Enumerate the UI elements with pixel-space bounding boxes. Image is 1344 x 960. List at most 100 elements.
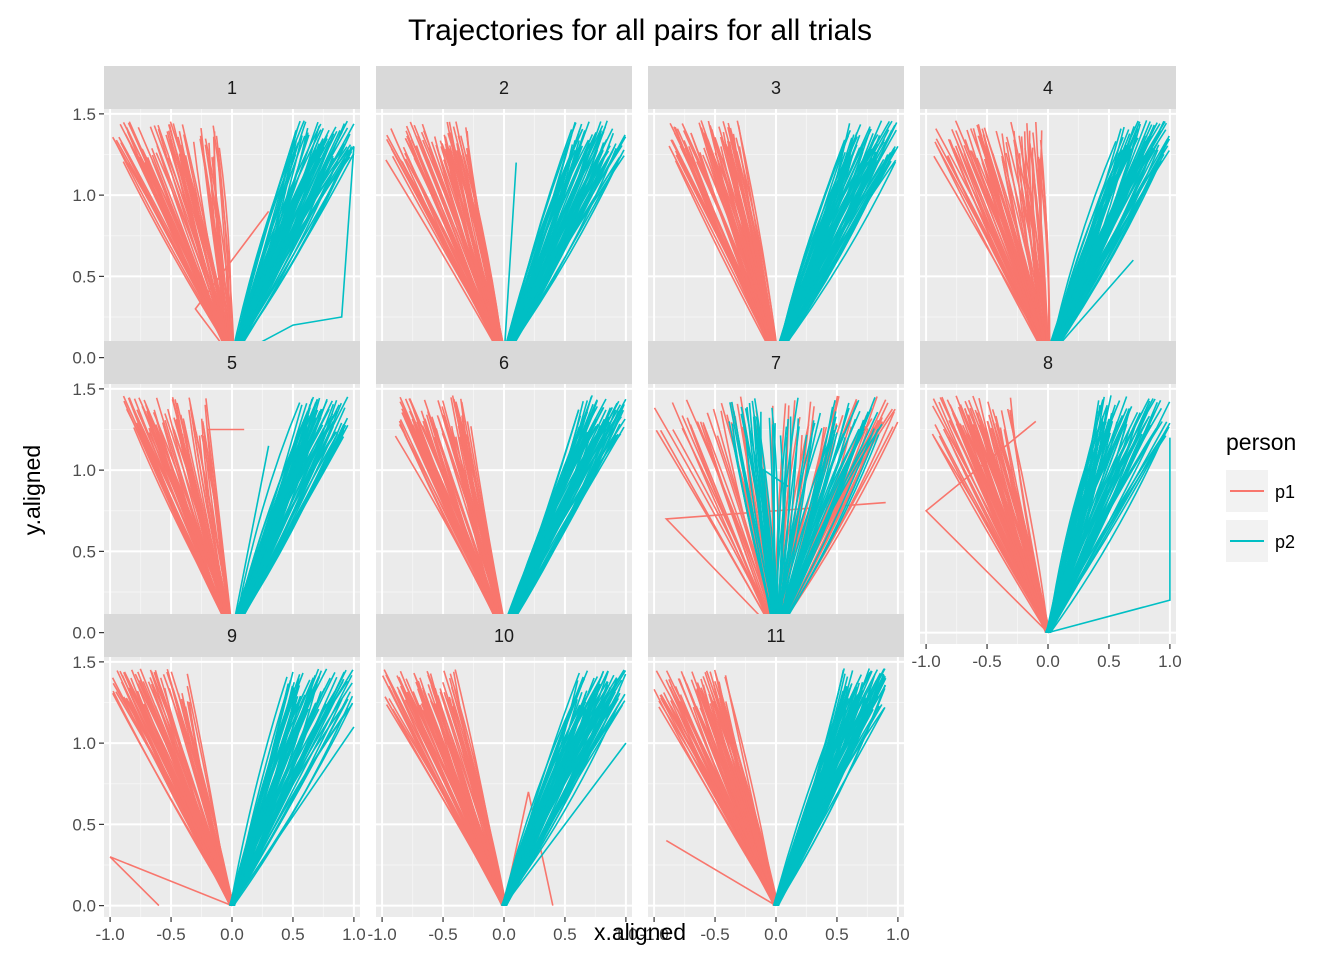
legend-label: p1 — [1275, 482, 1295, 502]
trajectory-p1 — [712, 709, 777, 906]
trajectory-p1 — [931, 433, 1048, 634]
trajectory-p2 — [772, 670, 873, 906]
trajectory-p2 — [231, 429, 328, 633]
x-tick-label: -0.5 — [700, 925, 729, 944]
y-axis-title: y.aligned — [19, 445, 45, 535]
y-tick-label: 0.5 — [72, 267, 96, 286]
trajectory-p2 — [1048, 135, 1170, 359]
trajectory-p1 — [698, 122, 775, 358]
trajectory-p1 — [1037, 156, 1050, 358]
trajectory-p2 — [1049, 430, 1167, 634]
facet-panel-2: 2 — [376, 66, 632, 369]
trajectory-p1 — [690, 679, 779, 906]
trajectory-p2 — [1046, 399, 1162, 633]
trajectory-p1 — [653, 407, 778, 633]
trajectory-p1 — [949, 404, 1051, 633]
trajectory-p2 — [773, 147, 895, 358]
trajectory-p2 — [772, 397, 799, 633]
facet-strip-label: 11 — [767, 626, 786, 646]
trajectory-p2 — [776, 418, 857, 633]
trajectory-p1 — [127, 397, 232, 633]
facet-strip — [648, 66, 904, 109]
trajectory-p2 — [229, 414, 309, 633]
y-tick-label: 1.0 — [72, 186, 96, 205]
y-tick-label: 0.5 — [72, 815, 96, 834]
trajectory-p1 — [457, 147, 507, 358]
x-tick-label: 0.0 — [1036, 652, 1060, 671]
trajectory-p2 — [776, 670, 854, 906]
facet-strip — [376, 341, 632, 384]
trajectory-p1 — [180, 698, 233, 906]
trajectory-p2-outlier — [231, 726, 355, 907]
trajectory-p1 — [410, 139, 504, 358]
trajectory-p2 — [230, 120, 305, 358]
y-tick-label: 0.0 — [72, 624, 96, 643]
facet-strip-label: 9 — [227, 626, 237, 646]
trajectory-p2 — [1048, 421, 1168, 633]
trajectory-p1 — [1013, 139, 1049, 358]
trajectory-p1-outlier — [924, 420, 1049, 634]
legend-item-p1: p1 — [1226, 470, 1295, 512]
trajectory-p1 — [949, 139, 1048, 358]
trajectory-p2 — [1049, 159, 1162, 359]
trajectory-p2-outlier — [775, 677, 887, 906]
trajectory-p2 — [740, 413, 777, 633]
trajectory-p2 — [1044, 138, 1169, 358]
facet-panel-8: 8 -1.0 -0.5 0.0 0.5 1.0 — [911, 341, 1182, 671]
trajectory-p2 — [775, 128, 872, 358]
trajectory-p2 — [501, 157, 586, 358]
trajectory-p1 — [143, 399, 233, 633]
x-tick-label: 1.0 — [886, 925, 910, 944]
trajectory-p1 — [980, 427, 1051, 633]
x-tick-label: -1.0 — [367, 925, 396, 944]
trajectory-p1-outlier — [1035, 121, 1049, 358]
trajectory-p1 — [655, 429, 776, 633]
trajectory-p1 — [198, 435, 235, 633]
trajectory-group — [668, 120, 899, 359]
trajectory-p2 — [505, 704, 610, 907]
facet-strip-label: 1 — [227, 78, 237, 98]
trajectory-group — [112, 120, 355, 359]
trajectory-p2 — [760, 411, 776, 633]
x-tick-label: -0.5 — [972, 652, 1001, 671]
trajectory-p2 — [500, 428, 607, 634]
trajectory-p2 — [229, 698, 343, 907]
trajectory-p1 — [416, 427, 504, 633]
legend: person p1 p2 — [1226, 429, 1296, 562]
trajectory-p1 — [155, 424, 231, 633]
trajectory-p1 — [122, 161, 235, 359]
trajectory-p2-outlier — [231, 445, 270, 633]
trajectory-p2 — [230, 135, 306, 358]
trajectory-group — [933, 120, 1171, 359]
facet-strip — [376, 66, 632, 109]
trajectory-p1 — [443, 670, 506, 906]
trajectory-p2 — [775, 429, 835, 633]
trajectory-p2 — [230, 133, 351, 359]
facet-strip-label: 4 — [1043, 78, 1053, 98]
trajectory-p2 — [232, 143, 346, 358]
trajectory-group — [394, 395, 627, 634]
trajectory-p1 — [218, 147, 232, 358]
trajectory-p1 — [151, 707, 232, 906]
x-tick-label: -0.5 — [428, 925, 457, 944]
trajectory-p1 — [431, 416, 507, 633]
trajectory-p1 — [660, 697, 778, 907]
trajectory-p1 — [457, 420, 503, 633]
trajectory-p2 — [776, 688, 886, 907]
y-tick-label: 1.5 — [72, 105, 96, 124]
x-tick-label: 0.5 — [553, 925, 577, 944]
x-tick-label: 1.0 — [1158, 652, 1182, 671]
trajectory-p1 — [112, 682, 233, 906]
trajectory-p1 — [439, 688, 506, 906]
facet-strip — [648, 341, 904, 384]
trajectory-p2-outlier — [1047, 437, 1171, 634]
facet-panel-1: 1 0.0 0.5 1.0 1.5 — [72, 66, 360, 369]
facet-panels: 1 0.0 0.5 1.0 1.5 2 3 4 5 0.0 0.5 1.0 1.5 6 7 8 -1.0 -0.5… — [72, 66, 1182, 944]
y-tick-label: 1.5 — [72, 380, 96, 399]
x-tick-label: 0.0 — [492, 925, 516, 944]
trajectory-group — [924, 395, 1171, 634]
trajectory-group — [653, 668, 887, 907]
trajectory-p1 — [653, 688, 778, 907]
x-tick-label: 0.5 — [1097, 652, 1121, 671]
